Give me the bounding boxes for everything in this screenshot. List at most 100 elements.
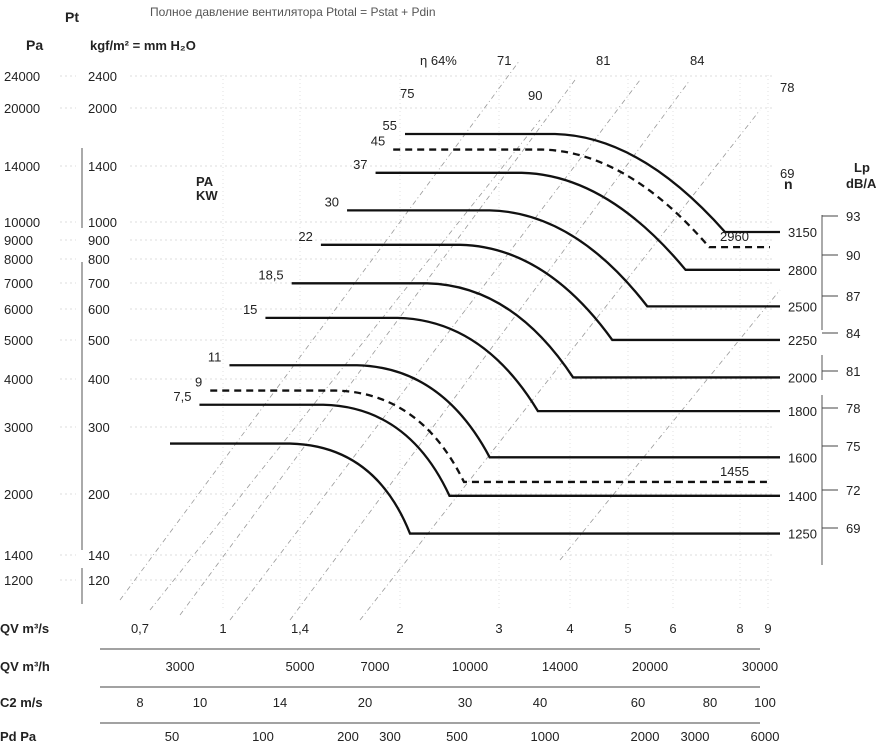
pt-label: Pt <box>65 9 79 25</box>
pa-tick-label: 3000 <box>4 420 33 435</box>
speed-label: 1250 <box>788 527 817 542</box>
lp-unit: dB/A <box>846 176 877 191</box>
lp-value: 87 <box>846 289 860 304</box>
scale-tick: 60 <box>631 695 645 710</box>
scale-tick: 8 <box>736 621 743 636</box>
pa-tick-label: 5000 <box>4 333 33 348</box>
pa-tick-label: 1400 <box>4 548 33 563</box>
scale-row: C2 m/s 8 10 14 20 30 40 60 80 100 <box>0 695 776 724</box>
speed-label: 2250 <box>788 333 817 348</box>
efficiency-line <box>359 109 761 621</box>
efficiency-line <box>119 59 521 601</box>
power-label: 30 <box>325 194 339 209</box>
kgf-tick-label: 1000 <box>88 215 117 230</box>
speed-label: 3150 <box>788 225 817 240</box>
efficiency-line <box>229 79 641 621</box>
curve-n-2960 <box>393 148 770 249</box>
pa-tick-label: 2000 <box>4 487 33 502</box>
pa-tick-label: 6000 <box>4 302 33 317</box>
curve-n-3150 <box>405 132 780 234</box>
scale-label: Pd Pa <box>0 729 37 744</box>
lp-label: Lp <box>854 160 870 175</box>
scale-tick: 20000 <box>632 659 668 674</box>
curve-n-2250 <box>320 243 780 342</box>
scale-tick: 5 <box>624 621 631 636</box>
efficiency-prefix: η 64% <box>420 53 457 68</box>
power-label: 7,5 <box>173 389 191 404</box>
efficiency-label: 84 <box>690 53 704 68</box>
efficiency-label: 75 <box>400 86 414 101</box>
pa-tick-label: 1200 <box>4 573 33 588</box>
kgf-tick-label: 120 <box>88 573 110 588</box>
n-label: n <box>784 176 793 192</box>
scale-tick: 6000 <box>751 729 780 744</box>
speed-label: 1455 <box>720 464 749 479</box>
scale-tick: 9 <box>764 621 771 636</box>
power-label: 22 <box>298 229 312 244</box>
scale-tick: 100 <box>754 695 776 710</box>
power-label: 15 <box>243 302 257 317</box>
scale-tick: 3000 <box>166 659 195 674</box>
curve-n-2500 <box>347 209 780 308</box>
scale-tick: 20 <box>358 695 372 710</box>
scale-tick: 40 <box>533 695 547 710</box>
pa-tick-label: 4000 <box>4 372 33 387</box>
lp-value: 84 <box>846 326 860 341</box>
scale-tick: 100 <box>252 729 274 744</box>
pa-label: Pa <box>26 37 43 53</box>
power-label: 45 <box>371 134 385 149</box>
kgf-tick-label: 700 <box>88 276 110 291</box>
efficiency-label: 78 <box>780 80 794 95</box>
pa-tick-label: 8000 <box>4 252 33 267</box>
curve-n-2000 <box>291 282 780 379</box>
pa-tick-label: 9000 <box>4 233 33 248</box>
power-label: 37 <box>353 157 367 172</box>
scale-label: C2 m/s <box>0 695 43 710</box>
scale-row: QV m³/h 3000 5000 7000 10000 14000 20000 30000 <box>0 659 778 688</box>
scale-tick: 2000 <box>631 729 660 744</box>
scale-tick: 6 <box>669 621 676 636</box>
curve-n-1600 <box>229 364 780 459</box>
efficiency-label: 90 <box>528 88 542 103</box>
efficiency-line <box>559 289 781 561</box>
speed-label: 2500 <box>788 299 817 314</box>
efficiency-label: 71 <box>497 53 511 68</box>
curve-n-1800 <box>265 316 780 413</box>
scale-tick: 300 <box>379 729 401 744</box>
kgf-tick-label: 400 <box>88 372 110 387</box>
scale-tick: 1,4 <box>291 621 309 636</box>
scale-label: QV m³/h <box>0 659 50 674</box>
power-label: 18,5 <box>258 267 283 282</box>
lp-value: 90 <box>846 248 860 263</box>
scale-tick: 200 <box>337 729 359 744</box>
curve-n-1455 <box>210 389 770 484</box>
kgf-tick-label: 500 <box>88 333 110 348</box>
scale-label: QV m³/s <box>0 621 49 636</box>
lp-value: 69 <box>846 521 860 536</box>
scale-tick: 1000 <box>531 729 560 744</box>
speed-label: 1400 <box>788 489 817 504</box>
scale-tick: 10000 <box>452 659 488 674</box>
curve-n-1250 <box>170 442 780 535</box>
kgf-tick-label: 300 <box>88 420 110 435</box>
scale-tick: 14000 <box>542 659 578 674</box>
lp-value: 72 <box>846 483 860 498</box>
lp-value: 78 <box>846 401 860 416</box>
kgf-tick-label: 140 <box>88 548 110 563</box>
scale-tick: 5000 <box>286 659 315 674</box>
power-label: 9 <box>195 375 202 390</box>
kgf-tick-label: 900 <box>88 233 110 248</box>
kgf-label: kgf/m² = mm H₂O <box>90 38 196 53</box>
scale-tick: 7000 <box>361 659 390 674</box>
power-label: 55 <box>383 118 397 133</box>
scale-tick: 14 <box>273 695 287 710</box>
scale-tick: 3 <box>495 621 502 636</box>
caption: Полное давление вентилятора Ptotal = Pst… <box>150 5 436 19</box>
scale-tick: 30 <box>458 695 472 710</box>
scale-tick: 10 <box>193 695 207 710</box>
efficiency-line <box>179 79 576 616</box>
power-label-pa: PA <box>196 174 214 189</box>
kgf-tick-label: 2000 <box>88 101 117 116</box>
scale-tick: 3000 <box>681 729 710 744</box>
